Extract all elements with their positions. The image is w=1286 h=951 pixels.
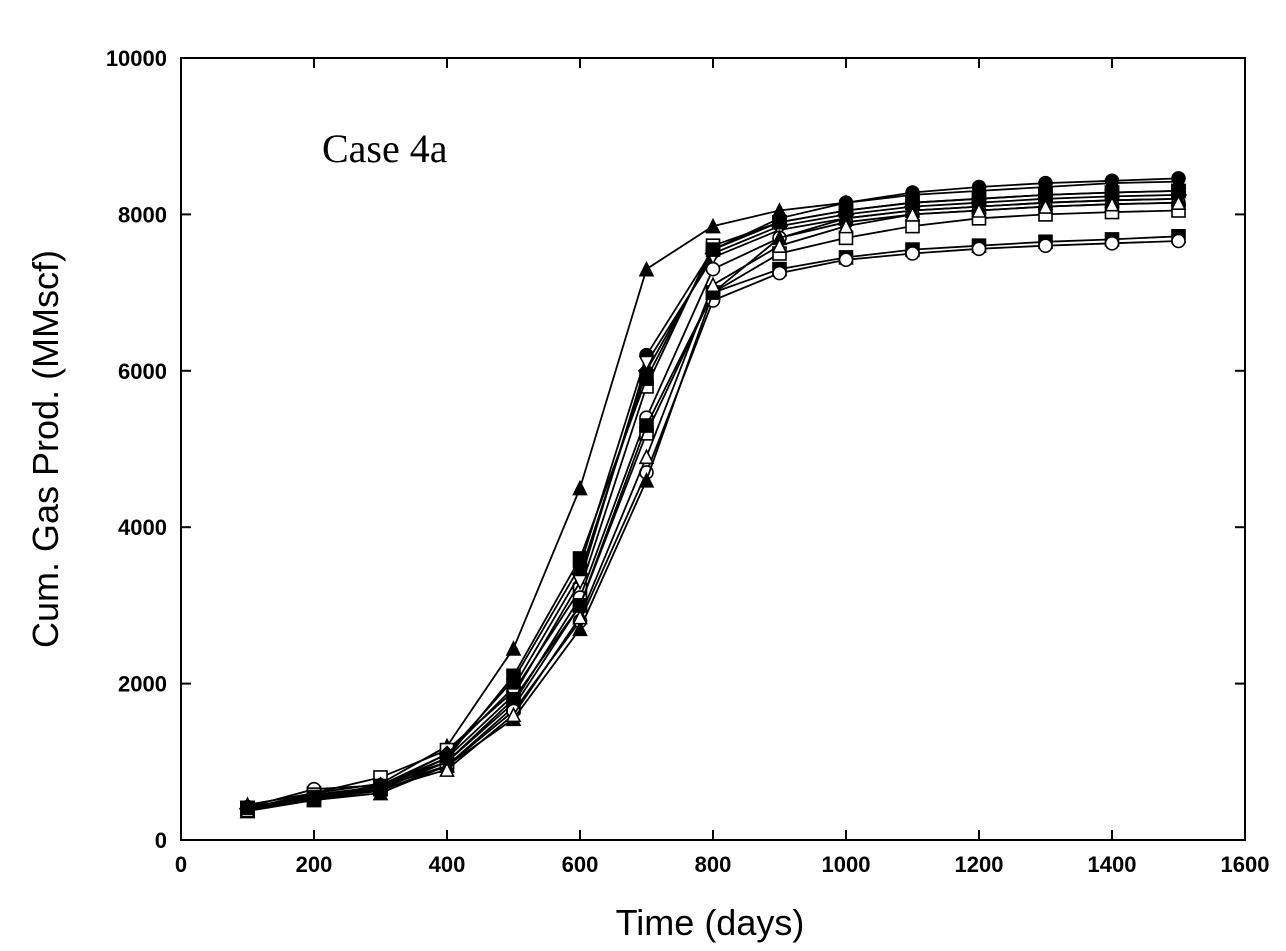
plot-axes bbox=[180, 57, 1246, 841]
x-tick-label: 200 bbox=[296, 852, 333, 877]
data-point bbox=[904, 206, 921, 222]
x-tick-label: 1600 bbox=[1221, 852, 1270, 877]
data-point bbox=[572, 620, 588, 637]
series-11 bbox=[239, 194, 1187, 818]
data-point bbox=[705, 217, 721, 234]
data-point bbox=[572, 608, 588, 625]
data-point bbox=[1171, 233, 1186, 249]
data-point bbox=[1171, 183, 1186, 199]
data-point bbox=[971, 241, 987, 257]
plot-frame bbox=[180, 57, 1246, 841]
data-point bbox=[572, 551, 588, 566]
data-point bbox=[505, 640, 522, 656]
data-point bbox=[505, 706, 522, 723]
data-point bbox=[838, 217, 854, 234]
data-point bbox=[439, 750, 455, 766]
data-point bbox=[971, 202, 987, 218]
y-tick-label: 0 bbox=[155, 828, 167, 853]
data-point bbox=[1104, 236, 1120, 251]
series-line bbox=[247, 240, 1179, 812]
data-point bbox=[905, 195, 920, 210]
series-9 bbox=[240, 233, 1186, 818]
data-point bbox=[772, 214, 787, 230]
x-tick-label: 800 bbox=[695, 852, 732, 877]
x-tick-label: 1200 bbox=[955, 852, 1004, 877]
x-tick-label: 0 bbox=[175, 852, 187, 877]
y-tick-label: 2000 bbox=[118, 672, 167, 697]
x-tick-label: 1400 bbox=[1088, 852, 1137, 877]
data-point bbox=[639, 371, 654, 386]
data-point bbox=[1170, 194, 1187, 210]
series-8 bbox=[240, 228, 1186, 817]
data-point bbox=[705, 242, 721, 257]
data-point bbox=[1038, 187, 1053, 203]
data-point bbox=[638, 448, 655, 465]
data-point bbox=[373, 781, 388, 796]
data-point bbox=[1171, 171, 1186, 186]
data-point bbox=[1037, 198, 1054, 214]
data-point bbox=[971, 191, 987, 207]
x-tick-label: 400 bbox=[429, 852, 466, 877]
data-point bbox=[572, 574, 588, 591]
data-point bbox=[705, 276, 721, 293]
data-point bbox=[1104, 195, 1120, 212]
data-point bbox=[639, 418, 654, 433]
data-point bbox=[240, 800, 255, 816]
y-tick-label: 10000 bbox=[106, 46, 167, 71]
x-axis-title: Time (days) bbox=[616, 902, 805, 943]
case-annotation: Case 4a bbox=[322, 126, 448, 171]
data-series bbox=[238, 171, 1188, 819]
data-point bbox=[638, 471, 655, 488]
data-point bbox=[506, 668, 521, 684]
series-line bbox=[247, 235, 1179, 810]
series-12 bbox=[240, 183, 1186, 816]
data-point bbox=[838, 252, 854, 268]
data-point bbox=[838, 203, 854, 218]
x-tick-label: 600 bbox=[562, 852, 599, 877]
data-point bbox=[439, 761, 455, 777]
y-tick-label: 8000 bbox=[118, 202, 167, 227]
data-point bbox=[306, 790, 322, 806]
y-tick-label: 6000 bbox=[118, 359, 167, 384]
data-point bbox=[638, 260, 655, 277]
data-point bbox=[771, 237, 788, 253]
data-point bbox=[905, 246, 920, 261]
data-point bbox=[638, 355, 655, 372]
y-tick-label: 4000 bbox=[118, 515, 167, 540]
data-point bbox=[705, 261, 721, 277]
data-point bbox=[772, 265, 787, 281]
x-tick-label: 1000 bbox=[822, 852, 871, 877]
data-point bbox=[1038, 238, 1053, 253]
axis-ticks: 0 200 400 600 800 1000 1200 1400 1600 0 2000 4000 60… bbox=[106, 46, 1270, 877]
y-axis-title: Cum. Gas Prod. (MMscf) bbox=[25, 250, 66, 648]
data-point bbox=[1104, 185, 1120, 200]
data-point bbox=[572, 479, 588, 496]
